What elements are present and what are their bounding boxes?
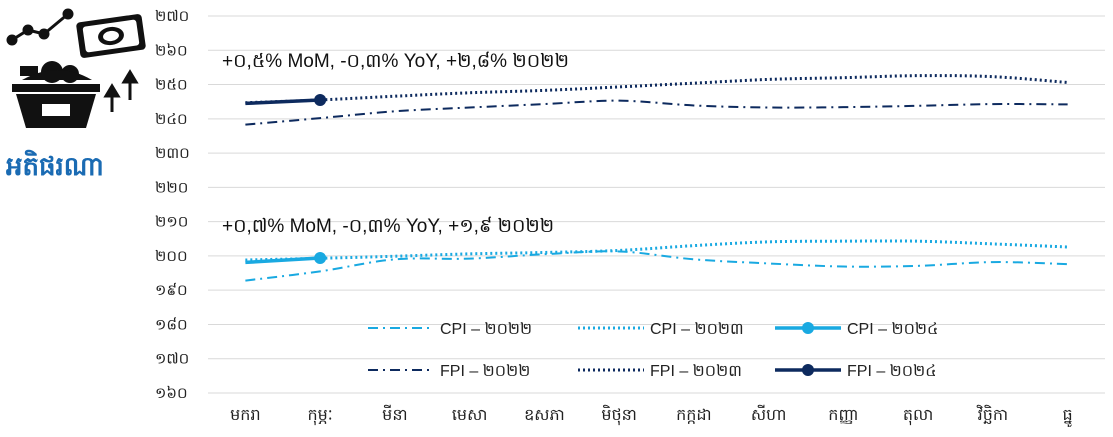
inflation-logo bbox=[6, 8, 146, 128]
series-line bbox=[245, 256, 321, 265]
x-tick-label: កុម្ភៈ bbox=[308, 405, 333, 426]
series-point bbox=[314, 251, 327, 264]
series-line bbox=[245, 74, 1068, 105]
legend-marker bbox=[802, 322, 814, 334]
x-tick-label: សីហា bbox=[751, 404, 787, 424]
x-tick-label: មករា bbox=[230, 405, 260, 424]
series-line bbox=[245, 250, 1068, 282]
y-axis-ticks: ១៦០ ១៧០ ១៨០ ១៩០ ២០០ ២១០ ២២០ ២៣០ ២៤០ ២៥០ ២៦០ ២៧០ bbox=[155, 7, 190, 402]
y-tick-label: ១៩០ bbox=[155, 281, 188, 299]
x-tick-label: វិច្ឆិកា bbox=[976, 404, 1008, 424]
x-tick-label: ធ្នូ bbox=[1063, 405, 1073, 428]
series-line bbox=[245, 99, 1068, 126]
y-tick-label: ២៧០ bbox=[155, 7, 189, 25]
legend-label: FPI – ២០២២ bbox=[440, 363, 530, 380]
series-points bbox=[314, 93, 327, 264]
x-tick-label: កញ្ញា bbox=[828, 405, 858, 424]
legend-marker bbox=[802, 364, 814, 376]
y-tick-label: ២៥០ bbox=[155, 76, 188, 94]
y-tick-label: ១៨០ bbox=[155, 315, 188, 333]
series-lines bbox=[245, 74, 1068, 282]
x-tick-label: មីនា bbox=[382, 404, 407, 424]
y-tick-label: ១៦០ bbox=[155, 384, 188, 402]
legend-label: CPI – ២០២២ bbox=[440, 321, 532, 338]
x-tick-label: ឧសភា bbox=[524, 405, 565, 424]
legend-label: CPI – ២០២៤ bbox=[847, 321, 938, 338]
legend: CPI – ២០២២ CPI – ២០២៣ CPI – ២០២៤ FPI – ២០២២… bbox=[368, 321, 938, 380]
logo-title: អតិផរណា bbox=[6, 152, 104, 182]
x-axis-ticks: មករា កុម្ភៈ មីនា មេសា ឧសភា មិថុនា កក្កដា សីហា កញ… bbox=[230, 404, 1073, 428]
x-tick-label: មេសា bbox=[452, 405, 488, 424]
series-point bbox=[314, 93, 327, 106]
basket-icon bbox=[12, 61, 100, 128]
x-tick-label: តុលា bbox=[903, 405, 933, 426]
up-arrows-icon bbox=[103, 69, 139, 112]
x-tick-label: មិថុនា bbox=[601, 404, 637, 426]
legend-label: FPI – ២០២៣ bbox=[650, 363, 742, 380]
series-line bbox=[245, 98, 321, 106]
y-tick-label: ២២០ bbox=[155, 178, 188, 196]
y-tick-label: ២៤០ bbox=[155, 110, 188, 128]
x-tick-label: កក្កដា bbox=[676, 405, 712, 424]
fpi-annotation: +០,៥% MoM, -០,៣% YoY, +២,៨% ២០២២ bbox=[222, 51, 569, 72]
banknote-icon bbox=[76, 14, 146, 58]
cpi-annotation: +០,៧% MoM, -០,៣% YoY, +១,៩ ២០២២ bbox=[222, 216, 554, 237]
y-tick-label: ២១០ bbox=[155, 213, 188, 231]
y-tick-label: ២៣០ bbox=[155, 144, 190, 162]
series-line bbox=[245, 239, 1068, 262]
trend-line-icon bbox=[6, 8, 74, 46]
y-tick-label: ២០០ bbox=[155, 247, 188, 265]
y-tick-label: ២៦០ bbox=[155, 41, 188, 59]
y-tick-label: ១៧០ bbox=[155, 350, 189, 368]
legend-label: CPI – ២០២៣ bbox=[650, 321, 744, 338]
legend-label: FPI – ២០២៤ bbox=[847, 363, 937, 380]
